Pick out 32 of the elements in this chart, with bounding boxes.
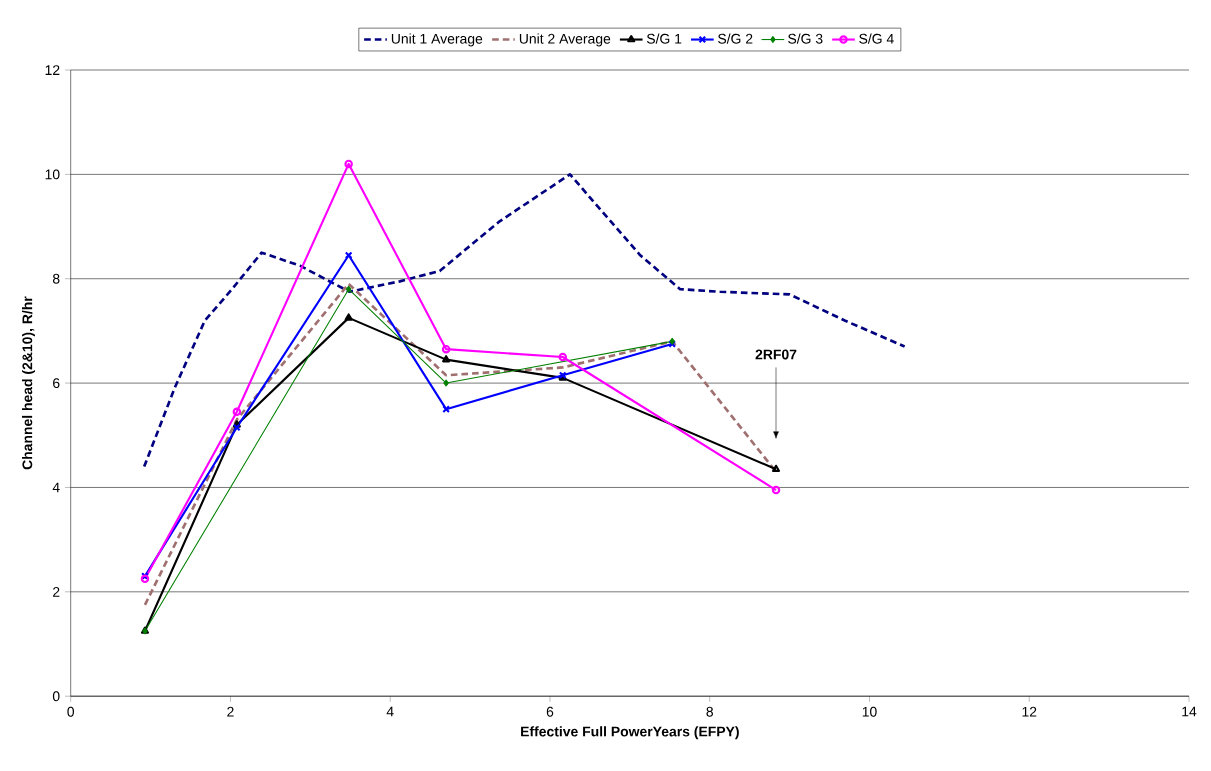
annotation: 2RF07 [755,349,797,360]
x-tick-label: 0 [67,706,75,717]
legend-label: S/G 3 [788,33,823,44]
x-tick-label: 6 [546,706,554,717]
x-tick-label: 4 [386,706,394,717]
y-tick-label: 12 [45,65,60,75]
y-tick-label: 10 [45,169,60,180]
legend-label: S/G 4 [859,33,894,44]
point [344,313,353,321]
point [443,379,449,387]
line-series [142,173,906,468]
x-axis-title: Effective Full PowerYears (EFPY) [521,726,739,740]
point [441,344,451,354]
y-tick-label: 4 [52,482,60,493]
x-tick-label: 12 [1022,706,1037,717]
y-tick-label: 0 [52,691,60,702]
y-axis-title: Channel head (2&10), R/hr [22,296,36,470]
x-tick-label: 8 [706,706,713,717]
legend-label: Unit 2 Average [519,33,611,47]
x-tick-label: 14 [1182,706,1197,717]
legend-label: Unit 1 Average [391,33,483,47]
point [344,159,353,169]
x-tick-label: 2 [227,706,234,717]
y-tick-label: 6 [53,378,60,389]
point [232,407,242,417]
point [558,352,568,362]
legend-label: S/G 1 [646,33,682,44]
x-tick-label: 10 [862,706,877,717]
legend-label: S/G 2 [718,33,753,44]
point [345,285,352,293]
y-tick-label: 8 [52,273,60,284]
y-tick-label: 2 [53,587,60,597]
